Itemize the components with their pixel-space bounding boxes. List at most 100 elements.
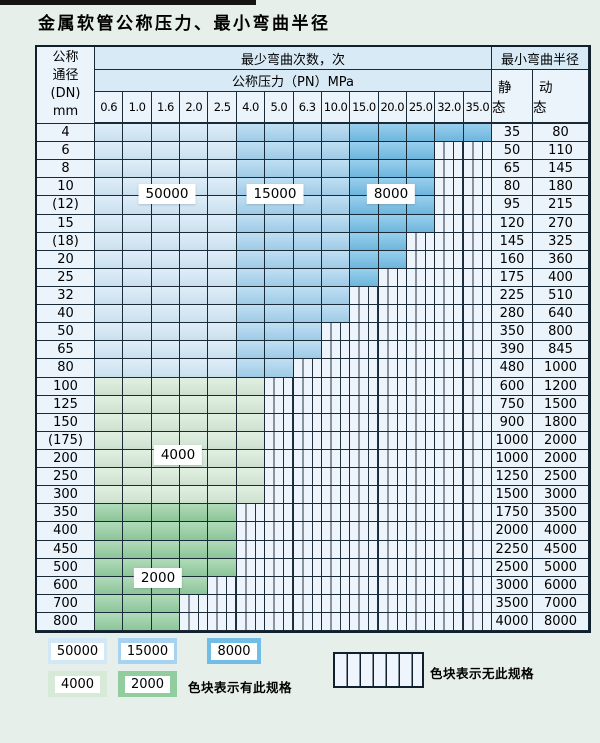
pressure-value-10.0: 10.0 (321, 92, 351, 124)
spec-cell-available (293, 142, 322, 161)
spec-cell-unavailable (435, 323, 464, 342)
pressure-value-1.6: 1.6 (151, 92, 181, 124)
spec-cell-unavailable (293, 468, 322, 487)
spec-cell-unavailable (180, 612, 209, 632)
spec-cell-available (435, 124, 464, 143)
spec-cell-unavailable (350, 323, 379, 342)
dn-cell-6: 6 (37, 142, 95, 161)
spec-cell-unavailable (378, 504, 407, 523)
spec-cell-available (236, 124, 266, 143)
spec-cell-available (151, 540, 181, 559)
spec-cell-unavailable (293, 359, 322, 378)
spec-cell-unavailable (265, 522, 294, 541)
spec-cell-available (123, 612, 152, 632)
dn-cell-15: 15 (37, 214, 95, 233)
static-radius-cell: 1250 (492, 468, 534, 487)
spec-cell-available (236, 232, 266, 251)
spec-cell-unavailable (265, 612, 294, 632)
spec-cell-unavailable (435, 196, 464, 215)
pressure-value-35.0: 35.0 (463, 92, 493, 124)
spec-cell-available (95, 341, 124, 360)
dynamic-radius-cell: 360 (533, 250, 590, 269)
dynamic-radius-cell: 1200 (533, 377, 590, 396)
spec-cell-available (95, 323, 124, 342)
dn-cell-(175): (175) (37, 431, 95, 450)
spec-cell-unavailable (435, 142, 464, 161)
spec-cell-unavailable (321, 486, 351, 505)
spec-cell-unavailable (463, 377, 493, 396)
spec-cell-available (180, 124, 209, 143)
spec-cell-available (123, 341, 152, 360)
spec-cell-available (265, 142, 294, 161)
spec-cell-unavailable (406, 594, 436, 613)
dynamic-radius-cell: 640 (533, 305, 590, 324)
dynamic-radius-cell: 510 (533, 286, 590, 306)
spec-cell-unavailable (435, 612, 464, 632)
spec-cell-unavailable (265, 377, 294, 396)
spec-cell-available (350, 160, 379, 179)
spec-cell-available (236, 323, 266, 342)
spec-cell-available (180, 468, 209, 487)
pressure-value-25.0: 25.0 (406, 92, 436, 124)
spec-cell-unavailable (378, 449, 407, 469)
spec-cell-available (208, 268, 237, 287)
spec-cell-available (293, 323, 322, 342)
spec-cell-available (180, 232, 209, 251)
spec-cell-unavailable (378, 522, 407, 541)
spec-cell-available (208, 431, 237, 450)
dynamic-radius-cell: 270 (533, 214, 590, 233)
spec-cell-unavailable (350, 305, 379, 324)
spec-cell-unavailable (321, 576, 351, 595)
dn-cell-25: 25 (37, 268, 95, 287)
spec-cell-available (180, 576, 209, 595)
spec-cell-unavailable (350, 395, 379, 414)
spec-cell-unavailable (435, 359, 464, 378)
spec-cell-available (151, 377, 181, 396)
spec-cell-available (180, 305, 209, 324)
dn-cell-40: 40 (37, 305, 95, 324)
spec-cell-unavailable (463, 268, 493, 287)
spec-cell-unavailable (406, 305, 436, 324)
dn-cell-(12): (12) (37, 196, 95, 215)
spec-cell-available (180, 558, 209, 577)
spec-cell-available (123, 522, 152, 541)
spec-cell-unavailable (463, 594, 493, 613)
spec-cell-unavailable (378, 323, 407, 342)
spec-cell-available (208, 250, 237, 269)
spec-cell-unavailable (350, 359, 379, 378)
spec-cell-unavailable (406, 232, 436, 251)
spec-cell-unavailable (265, 468, 294, 487)
dynamic-radius-cell: 325 (533, 232, 590, 251)
spec-cell-unavailable (463, 286, 493, 306)
region-label-2000: 2000 (133, 568, 183, 588)
spec-cell-available (236, 305, 266, 324)
spec-cell-available (180, 323, 209, 342)
spec-cell-available (321, 268, 351, 287)
spec-cell-available (208, 196, 237, 215)
dynamic-radius-cell: 180 (533, 178, 590, 197)
legend-swatch-value: 8000 (211, 642, 257, 660)
static-radius-cell: 350 (492, 323, 534, 342)
dn-cell-450: 450 (37, 540, 95, 559)
spec-cell-available (95, 268, 124, 287)
static-radius-cell: 2000 (492, 522, 534, 541)
spec-cell-unavailable (406, 323, 436, 342)
dn-cell-150: 150 (37, 413, 95, 432)
dn-cell-65: 65 (37, 341, 95, 360)
spec-cell-available (208, 468, 237, 487)
spec-cell-available (321, 214, 351, 233)
spec-cell-unavailable (293, 576, 322, 595)
spec-cell-unavailable (350, 286, 379, 306)
spec-cell-available (321, 160, 351, 179)
spec-cell-unavailable (321, 594, 351, 613)
spec-cell-unavailable (321, 341, 351, 360)
spec-cell-available (95, 594, 124, 613)
spec-cell-available (236, 359, 266, 378)
dn-cell-32: 32 (37, 286, 95, 306)
static-radius-cell: 120 (492, 214, 534, 233)
spec-cell-available (321, 232, 351, 251)
spec-cell-available (123, 504, 152, 523)
spec-cell-available (236, 142, 266, 161)
spec-cell-available (321, 286, 351, 306)
spec-cell-unavailable (406, 341, 436, 360)
